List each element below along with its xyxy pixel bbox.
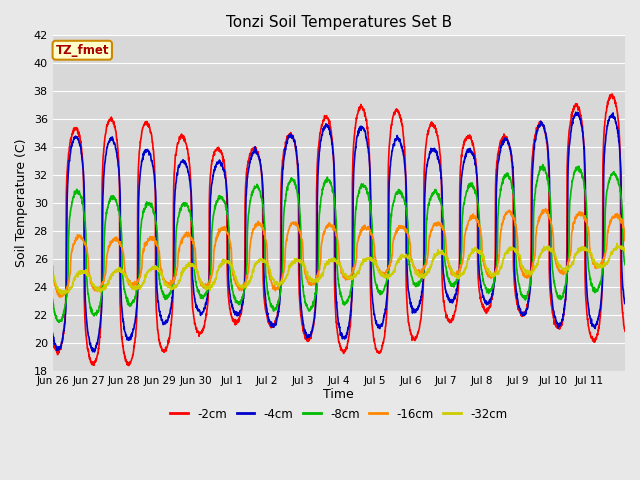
-4cm (106, 136, 114, 142)
-8cm (49, 297, 56, 302)
-2cm (374, 349, 381, 355)
-8cm (621, 262, 629, 268)
Title: Tonzi Soil Temperatures Set B: Tonzi Soil Temperatures Set B (226, 15, 452, 30)
Line: -8cm: -8cm (52, 165, 625, 323)
-8cm (55, 320, 63, 325)
-4cm (91, 349, 99, 355)
-2cm (621, 328, 629, 334)
-4cm (374, 322, 381, 328)
-2cm (511, 291, 519, 297)
-32cm (49, 274, 56, 280)
-32cm (58, 292, 66, 298)
X-axis label: Time: Time (323, 388, 354, 401)
-32cm (106, 275, 114, 280)
-4cm (511, 279, 519, 285)
-8cm (539, 162, 547, 168)
-16cm (621, 238, 629, 243)
Line: -2cm: -2cm (52, 94, 625, 366)
Legend: -2cm, -4cm, -8cm, -16cm, -32cm: -2cm, -4cm, -8cm, -16cm, -32cm (166, 403, 512, 425)
-2cm (230, 317, 237, 323)
-2cm (544, 147, 552, 153)
-8cm (106, 198, 114, 204)
-32cm (613, 240, 621, 246)
-16cm (106, 242, 114, 248)
-32cm (544, 247, 552, 253)
Line: -32cm: -32cm (52, 243, 625, 295)
-32cm (621, 246, 629, 252)
-2cm (614, 109, 621, 115)
-8cm (614, 177, 621, 183)
-32cm (230, 268, 237, 274)
-8cm (511, 222, 519, 228)
Y-axis label: Soil Temperature (C): Soil Temperature (C) (15, 139, 28, 267)
-16cm (56, 294, 64, 300)
-2cm (125, 363, 132, 369)
-2cm (608, 91, 616, 97)
-2cm (49, 336, 56, 342)
-4cm (614, 125, 621, 131)
-4cm (544, 143, 552, 149)
-16cm (614, 211, 621, 216)
Line: -4cm: -4cm (52, 112, 625, 352)
-4cm (49, 331, 56, 336)
-16cm (49, 264, 56, 269)
Line: -16cm: -16cm (52, 209, 625, 297)
-16cm (541, 206, 549, 212)
-16cm (230, 274, 237, 279)
-16cm (511, 223, 519, 228)
-16cm (374, 264, 381, 270)
-32cm (374, 264, 381, 270)
-8cm (374, 285, 381, 291)
-16cm (544, 211, 552, 217)
-32cm (614, 243, 621, 249)
-8cm (544, 178, 552, 184)
-2cm (106, 118, 114, 124)
Text: TZ_fmet: TZ_fmet (56, 44, 109, 57)
-4cm (230, 309, 237, 314)
-32cm (511, 248, 519, 253)
-8cm (230, 293, 237, 299)
-4cm (621, 300, 629, 306)
-4cm (572, 109, 580, 115)
